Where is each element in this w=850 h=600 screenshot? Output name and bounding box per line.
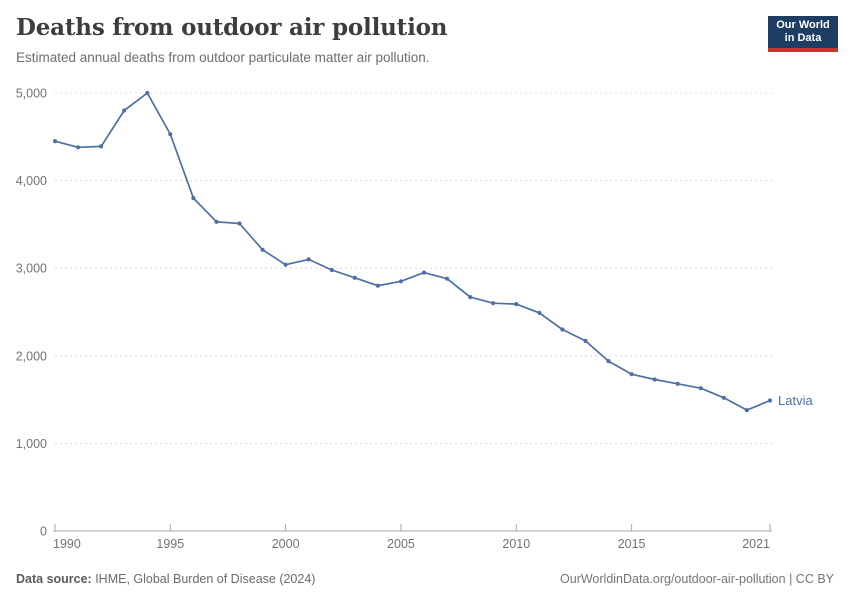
data-point[interactable] (698, 386, 703, 391)
page-title: Deaths from outdoor air pollution (16, 14, 448, 41)
y-axis-tick-label: 3,000 (16, 262, 47, 276)
x-axis-tick-label: 2021 (742, 537, 770, 551)
data-point[interactable] (283, 262, 288, 267)
data-point[interactable] (76, 145, 81, 150)
data-point[interactable] (329, 267, 334, 273)
data-point[interactable] (652, 377, 657, 382)
data-point[interactable] (260, 247, 265, 252)
data-point[interactable] (537, 310, 542, 315)
footer-url: OurWorldinData.org/outdoor-air-pollution (560, 572, 786, 586)
data-point[interactable] (99, 144, 104, 149)
data-point[interactable] (168, 132, 173, 137)
data-point[interactable] (191, 196, 196, 201)
data-point[interactable] (445, 276, 450, 281)
data-point[interactable] (237, 221, 242, 226)
data-point[interactable] (606, 359, 611, 364)
data-point[interactable] (767, 398, 773, 403)
data-point[interactable] (560, 327, 565, 332)
data-point[interactable] (375, 283, 380, 288)
data-point[interactable] (352, 275, 357, 280)
data-point[interactable] (122, 108, 127, 113)
data-point[interactable] (675, 381, 680, 386)
data-point[interactable] (583, 338, 588, 343)
data-point[interactable] (514, 302, 519, 307)
chart-subtitle: Estimated annual deaths from outdoor par… (16, 50, 430, 65)
data-source-value: IHME, Global Burden of Disease (2024) (91, 572, 316, 586)
y-axis-tick-label: 0 (40, 525, 47, 539)
footer-divider: | (785, 572, 796, 586)
x-axis-tick-label: 2015 (618, 537, 646, 551)
owid-logo[interactable]: Our World in Data (768, 16, 838, 52)
x-axis-tick-label: 2010 (502, 537, 530, 551)
data-point[interactable] (421, 270, 427, 275)
data-source-label: Data source: (16, 572, 92, 586)
y-axis-tick-label: 2,000 (16, 349, 47, 363)
data-point[interactable] (491, 301, 496, 306)
owid-logo-line1: Our World (776, 19, 830, 31)
data-point[interactable] (629, 372, 634, 377)
y-axis-tick-label: 5,000 (16, 87, 47, 101)
data-point[interactable] (398, 279, 404, 284)
data-point[interactable] (145, 90, 150, 96)
x-axis-tick-label: 1990 (53, 537, 81, 551)
data-point[interactable] (468, 295, 473, 300)
x-axis-tick-label: 2005 (387, 537, 415, 551)
data-point[interactable] (721, 395, 727, 400)
data-source-note: Data source: IHME, Global Burden of Dise… (16, 572, 315, 586)
chart-footer: Data source: IHME, Global Burden of Dise… (0, 572, 850, 586)
data-point[interactable] (52, 139, 58, 144)
y-axis-tick-label: 1,000 (16, 437, 47, 451)
data-line-latvia[interactable] (54, 92, 771, 411)
license-note: OurWorldinData.org/outdoor-air-pollution… (560, 572, 834, 586)
data-point[interactable] (214, 219, 219, 224)
x-axis-tick-label: 1995 (156, 537, 184, 551)
owid-logo-line2: in Data (784, 32, 822, 44)
data-point[interactable] (744, 408, 750, 413)
y-axis-tick-label: 4,000 (16, 174, 47, 188)
x-axis-tick-label: 2000 (272, 537, 300, 551)
series-end-label[interactable]: Latvia (778, 393, 813, 408)
footer-license: CC BY (795, 572, 834, 586)
data-point[interactable] (306, 257, 311, 262)
